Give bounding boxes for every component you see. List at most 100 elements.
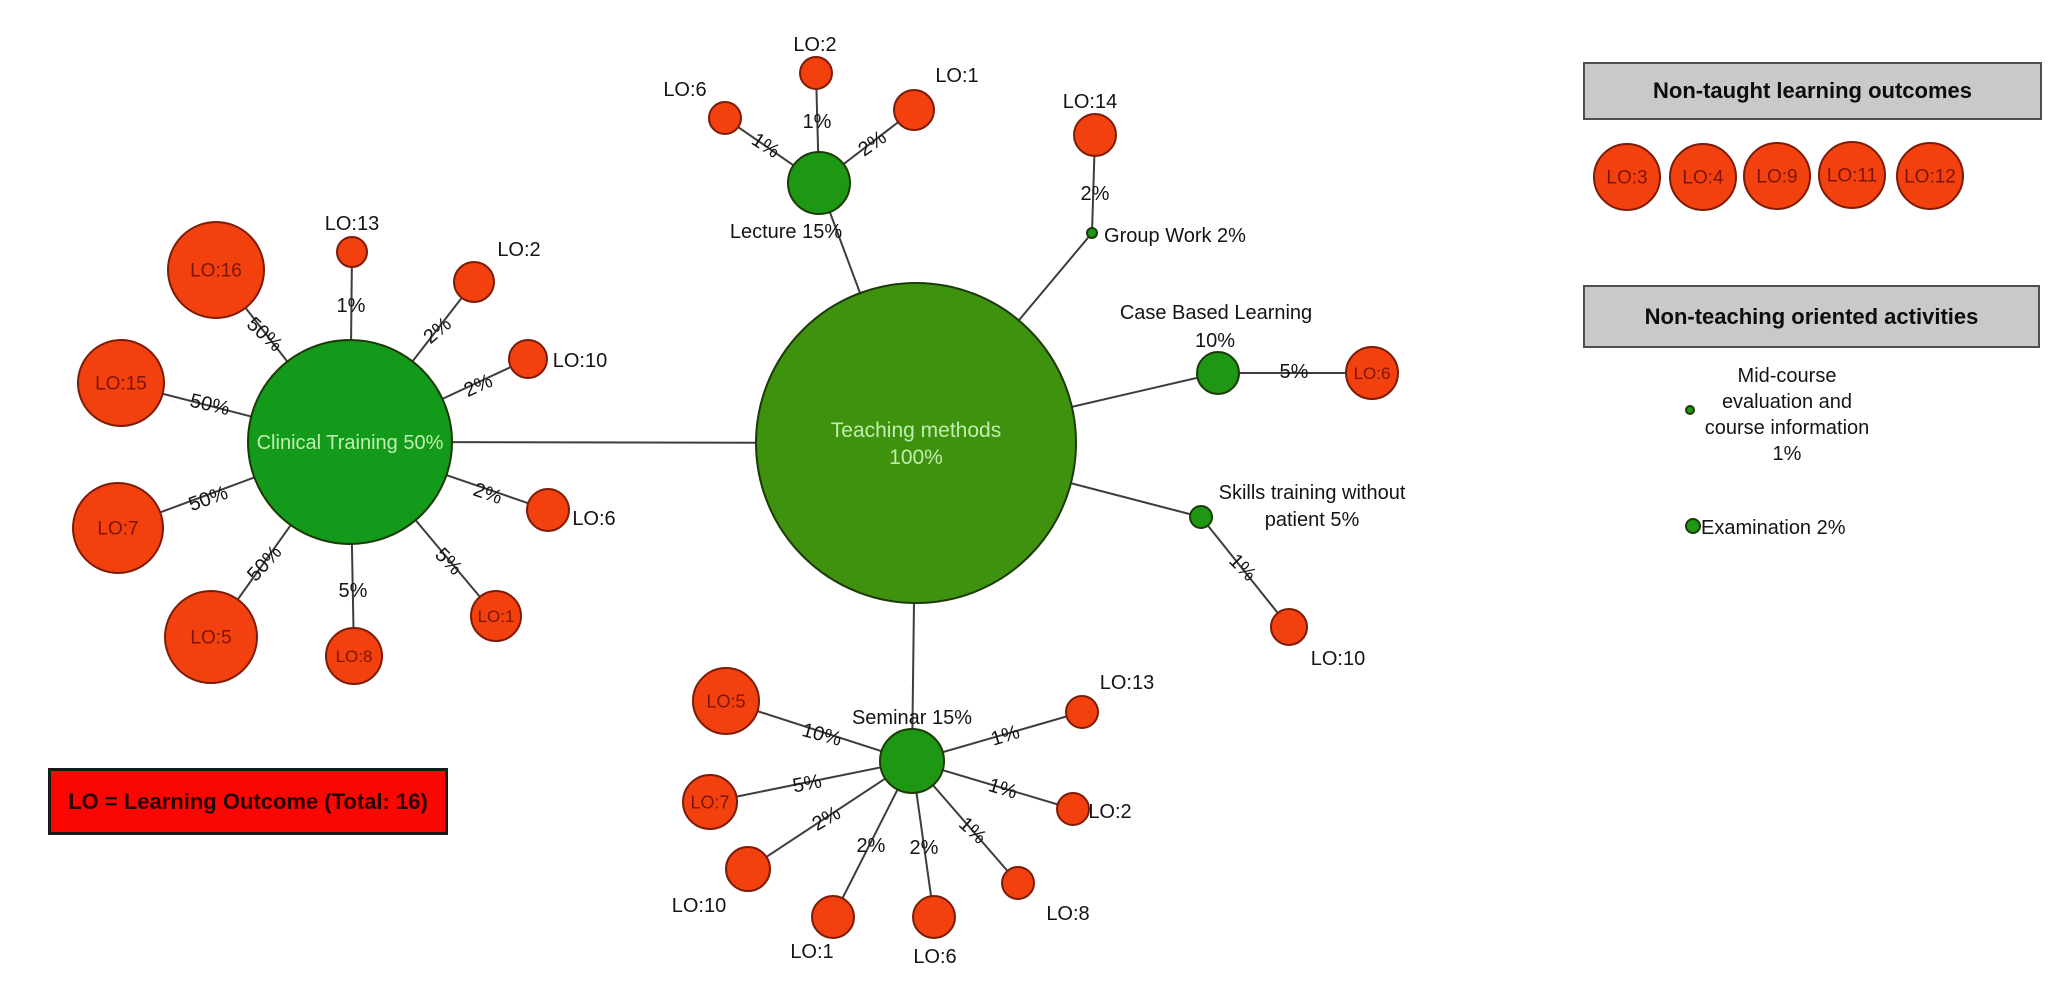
edge-label-lecture-lo6: 1% (747, 129, 783, 163)
node-hub-lecture (787, 151, 851, 215)
edge-label-casebased-lo6: 5% (1280, 361, 1309, 383)
node-label-lo2: LO:2 (1088, 801, 1131, 823)
node-clinical-lo16 (167, 221, 265, 319)
node-label-lo4: LO:4 (1682, 168, 1724, 189)
node-clinical-lo1 (470, 590, 522, 642)
node-label-lo6: LO:6 (663, 79, 706, 101)
node-label-lo7: LO:7 (97, 519, 138, 540)
node-label-lo7: LO:7 (690, 792, 729, 812)
node-label-lo16: LO:16 (190, 261, 242, 282)
edge-label-groupwork-lo14: 2% (1081, 183, 1110, 205)
hub-label-seminar: Seminar 15% (852, 707, 972, 729)
edge-label-clinical-lo6: 2% (470, 479, 505, 509)
node-label-lo8: LO:8 (1046, 903, 1089, 925)
edge-label-skills-lo10: 1% (1224, 550, 1260, 586)
bullet-dot-examination (1685, 518, 1701, 534)
edge-skills-lo10 (1200, 516, 1290, 628)
node-nontaught-lo11 (1818, 141, 1886, 209)
node-label-lo10: LO:10 (672, 895, 726, 917)
edge-label-clinical-lo7: 50% (186, 482, 231, 516)
hub-label-casebased: 10% (1195, 330, 1235, 352)
activity-text-mid-course-evaluation: 1% (1773, 443, 1802, 465)
node-label-lo6: LO:6 (913, 946, 956, 968)
node-lecture-lo2 (799, 56, 833, 90)
panel-header-non-taught-learning-outcomes: Non-taught learning outcomes (1583, 62, 2042, 120)
node-label-lo10: LO:10 (1311, 648, 1365, 670)
node-clinical-lo13 (336, 236, 368, 268)
edge-label-seminar-lo13: 1% (988, 721, 1022, 751)
bullet-dot-mid-course-evaluation (1685, 405, 1695, 415)
legend-text: LO = Learning Outcome (Total: 16) (68, 788, 428, 814)
activity-text-examination: Examination 2% (1701, 517, 1846, 539)
hub-label-clinical: Clinical Training 50% (257, 432, 444, 454)
hub-label-teaching: 100% (889, 446, 943, 469)
hub-label-groupwork: Group Work 2% (1104, 225, 1246, 247)
edge-label-seminar-lo5: 10% (800, 719, 845, 751)
node-label-lo5: LO:5 (190, 628, 231, 649)
edge-label-seminar-lo6: 2% (910, 837, 939, 859)
edge-label-clinical-lo15: 50% (188, 390, 232, 420)
node-clinical-lo6 (526, 488, 570, 532)
hub-label-skills: patient 5% (1265, 509, 1360, 531)
node-hub-groupwork (1086, 227, 1098, 239)
edge-label-clinical-lo16: 50% (242, 313, 287, 356)
edge-seminar-lo7 (709, 760, 913, 803)
node-nontaught-lo12 (1896, 142, 1964, 210)
node-label-lo2: LO:2 (497, 239, 540, 261)
node-seminar-lo2 (1056, 792, 1090, 826)
node-hub-skills (1189, 505, 1213, 529)
node-clinical-lo2 (453, 261, 495, 303)
edge-label-clinical-lo13: 1% (337, 295, 366, 317)
node-seminar-lo6 (912, 895, 956, 939)
edge-label-seminar-lo7: 5% (791, 770, 824, 797)
node-label-lo1: LO:1 (790, 941, 833, 963)
hub-label-casebased: Case Based Learning (1120, 302, 1312, 324)
activity-text-mid-course-evaluation: Mid-course (1738, 365, 1837, 387)
edge-label-seminar-lo8: 1% (954, 813, 990, 849)
node-label-lo11: LO:11 (1827, 166, 1877, 187)
node-label-lo10: LO:10 (553, 350, 607, 372)
node-label-lo6: LO:6 (572, 508, 615, 530)
node-seminar-lo5 (692, 667, 760, 735)
node-label-lo1: LO:1 (935, 65, 978, 87)
node-clinical-lo5 (164, 590, 258, 684)
node-hub-casebased (1196, 351, 1240, 395)
node-clinical-lo8 (325, 627, 383, 685)
node-label-lo14: LO:14 (1063, 91, 1117, 113)
node-nontaught-lo4 (1669, 143, 1737, 211)
node-clinical-lo10 (508, 339, 548, 379)
node-hub-clinical (247, 339, 453, 545)
node-layer (72, 56, 1964, 939)
node-nontaught-lo3 (1593, 143, 1661, 211)
node-label-lo5: LO:5 (706, 691, 745, 711)
node-seminar-lo7 (682, 774, 738, 830)
node-label-lo15: LO:15 (95, 374, 147, 395)
edge-label-lecture-lo2: 1% (803, 111, 832, 133)
node-nontaught-lo9 (1743, 142, 1811, 210)
panel-title: Non-taught learning outcomes (1653, 78, 1972, 103)
node-label-lo3: LO:3 (1606, 168, 1647, 189)
hub-label-skills: Skills training without (1219, 482, 1406, 504)
node-label-lo8: LO:8 (336, 647, 373, 666)
node-hub-teaching (755, 282, 1077, 604)
node-label-lo12: LO:12 (1904, 167, 1956, 188)
activity-text-mid-course-evaluation: course information (1705, 417, 1870, 439)
node-label-lo1: LO:1 (478, 607, 515, 626)
node-clinical-lo7 (72, 482, 164, 574)
node-lecture-lo1 (893, 89, 935, 131)
node-clinical-lo15 (77, 339, 165, 427)
legend-box: LO = Learning Outcome (Total: 16) (48, 768, 448, 835)
edge-label-clinical-lo2: 2% (420, 313, 456, 349)
node-groupwork-lo14 (1073, 113, 1117, 157)
node-label-lo9: LO:9 (1756, 167, 1797, 188)
label-layer: 50% LO:16 1% LO:13 2% LO:2 50% LO:15 2% LO:10 50% L… (95, 34, 1956, 968)
edge-label-seminar-lo10: 2% (808, 802, 844, 836)
node-label-lo6: LO:6 (1354, 364, 1391, 383)
panel-title: Non-teaching oriented activities (1644, 303, 1979, 329)
node-seminar-lo1 (811, 895, 855, 939)
node-seminar-lo10 (725, 846, 771, 892)
node-seminar-lo8 (1001, 866, 1035, 900)
node-lecture-lo6 (708, 101, 742, 135)
